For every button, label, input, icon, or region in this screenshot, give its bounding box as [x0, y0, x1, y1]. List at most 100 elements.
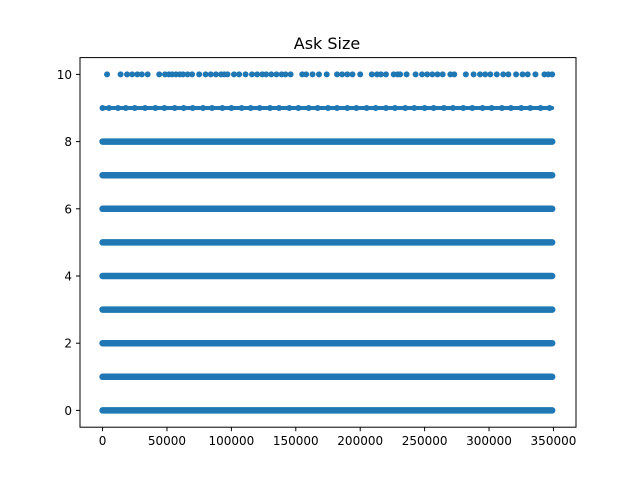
y-tick-label: 6 — [64, 202, 72, 216]
data-point — [344, 71, 351, 78]
data-point — [248, 71, 255, 78]
data-point — [397, 71, 404, 78]
data-point — [482, 71, 489, 78]
data-point — [228, 105, 235, 111]
data-point — [460, 105, 467, 111]
x-tick-label: 0 — [99, 434, 107, 448]
data-point — [421, 105, 428, 111]
x-tick-label: 100000 — [208, 434, 254, 448]
data-point — [462, 71, 469, 78]
data-point — [505, 71, 512, 78]
data-point — [449, 105, 456, 111]
data-point — [377, 71, 384, 78]
data-point — [519, 71, 526, 78]
data-point — [286, 105, 293, 111]
data-point — [325, 105, 331, 111]
data-point — [152, 105, 159, 111]
data-point — [180, 71, 187, 78]
data-point — [131, 105, 138, 111]
data-point — [236, 71, 243, 78]
data-point — [200, 105, 207, 111]
data-point — [305, 105, 312, 111]
x-tick-label: 300000 — [466, 434, 512, 448]
data-point — [295, 105, 302, 111]
data-point — [334, 71, 341, 78]
data-point — [267, 105, 274, 111]
data-point — [493, 71, 500, 78]
data-point — [156, 71, 163, 78]
data-point — [537, 105, 544, 111]
data-point — [469, 105, 476, 111]
data-point — [451, 71, 458, 78]
data-point — [412, 71, 419, 78]
data-point — [129, 71, 136, 78]
x-axis: 0 50000 100000 150000 200000 250000 300000 3500… — [99, 427, 577, 448]
x-tick-label: 200000 — [337, 434, 383, 448]
data-point — [122, 105, 129, 111]
data-point — [382, 71, 389, 78]
data-point — [238, 105, 245, 111]
data-point — [353, 105, 360, 111]
data-point — [372, 105, 379, 111]
data-point — [117, 71, 124, 78]
data-point — [429, 71, 436, 78]
data-point — [470, 71, 477, 78]
data-point — [303, 71, 310, 78]
data-point — [411, 105, 418, 111]
data-point — [256, 105, 263, 111]
data-point — [268, 71, 275, 78]
data-point — [524, 71, 531, 78]
data-point — [334, 105, 341, 111]
x-tick-label: 50000 — [148, 434, 186, 448]
data-point — [439, 71, 446, 78]
data-point — [219, 105, 226, 111]
data-point — [315, 71, 322, 78]
data-point — [242, 71, 249, 78]
data-point — [391, 105, 398, 111]
data-point — [273, 71, 280, 78]
y-tick-label: 0 — [64, 404, 72, 418]
data-point — [513, 71, 520, 78]
data-point — [105, 105, 112, 111]
data-point — [189, 105, 196, 111]
y-axis: 0 2 4 6 8 10 — [57, 68, 80, 418]
data-point — [403, 71, 410, 78]
x-tick-label: 350000 — [531, 434, 577, 448]
y-tick-label: 10 — [57, 68, 72, 82]
data-point — [144, 71, 151, 78]
data-point — [487, 71, 494, 78]
chart-title: Ask Size — [294, 34, 360, 53]
data-point — [212, 71, 219, 78]
data-point — [161, 105, 168, 111]
y-tick-label: 4 — [64, 270, 72, 284]
data-point — [532, 71, 539, 78]
data-point — [368, 71, 375, 78]
data-point — [124, 71, 131, 78]
data-point — [209, 105, 216, 111]
plot-frame — [79, 57, 577, 428]
data-point — [500, 71, 507, 78]
data-point — [230, 71, 237, 78]
data-point — [138, 71, 145, 78]
data-point — [440, 105, 447, 111]
data-point — [282, 71, 289, 78]
data-point — [363, 105, 370, 111]
data-point — [224, 71, 231, 78]
data-point — [546, 105, 553, 111]
y-tick-label: 2 — [64, 337, 72, 351]
data-point — [247, 105, 254, 111]
data-points — [99, 71, 556, 414]
data-point — [196, 71, 203, 78]
data-point — [314, 105, 321, 111]
data-point — [382, 105, 389, 111]
data-point — [207, 71, 214, 78]
data-point — [134, 71, 141, 78]
data-point — [202, 71, 209, 78]
data-point — [430, 105, 437, 111]
data-point — [339, 71, 346, 78]
x-tick-label: 250000 — [402, 434, 448, 448]
data-point — [180, 105, 187, 111]
data-point — [424, 71, 431, 78]
data-point — [104, 71, 111, 78]
